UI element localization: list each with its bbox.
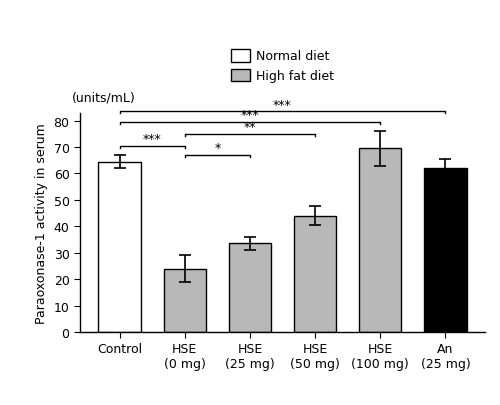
- Bar: [424, 169, 467, 332]
- Text: ***: ***: [143, 133, 162, 146]
- Text: *: *: [214, 142, 220, 155]
- Bar: [359, 149, 402, 332]
- Bar: [98, 162, 141, 332]
- Bar: [294, 216, 337, 332]
- Legend: Normal diet, High fat diet: Normal diet, High fat diet: [231, 50, 334, 83]
- Y-axis label: Paraoxonase-1 activity in serum: Paraoxonase-1 activity in serum: [35, 123, 48, 323]
- Text: ***: ***: [273, 98, 292, 111]
- Bar: [228, 244, 271, 332]
- Text: **: **: [244, 121, 256, 134]
- Bar: [164, 269, 206, 332]
- Text: (units/mL): (units/mL): [72, 92, 136, 104]
- Text: ***: ***: [240, 109, 260, 122]
